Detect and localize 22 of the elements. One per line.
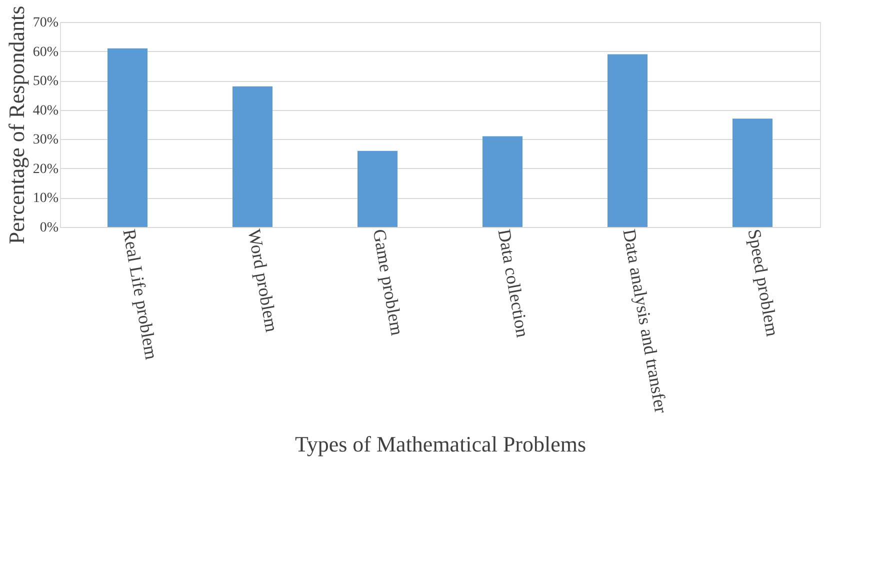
y-axis-title: Percentage of Respondants [4,6,29,244]
x-tick-label: Game problem [369,228,408,337]
y-tick-label: 70% [32,16,59,30]
bar [108,48,148,227]
y-tick-label: 50% [32,74,59,90]
bar [482,136,522,227]
y-tick-label: 60% [32,44,59,60]
bar [232,86,272,227]
x-tick-label: Word problem [244,228,282,334]
y-tick-label: 30% [32,132,59,148]
x-tick-label: Data analysis and transfer [619,228,672,415]
x-tick-label: Real Life problem [119,228,162,362]
y-tick-label: 40% [32,103,59,118]
x-tick-label: Speed problem [744,228,783,338]
x-tick-label: Data collection [494,228,533,339]
y-tick-label: 20% [32,162,59,177]
bar [608,54,648,227]
y-tick-label: 10% [32,191,59,206]
y-tick-label: 0% [40,220,59,236]
bar [732,118,772,227]
bar [358,150,398,227]
x-axis-title: Types of Mathematical Problems [294,432,586,457]
